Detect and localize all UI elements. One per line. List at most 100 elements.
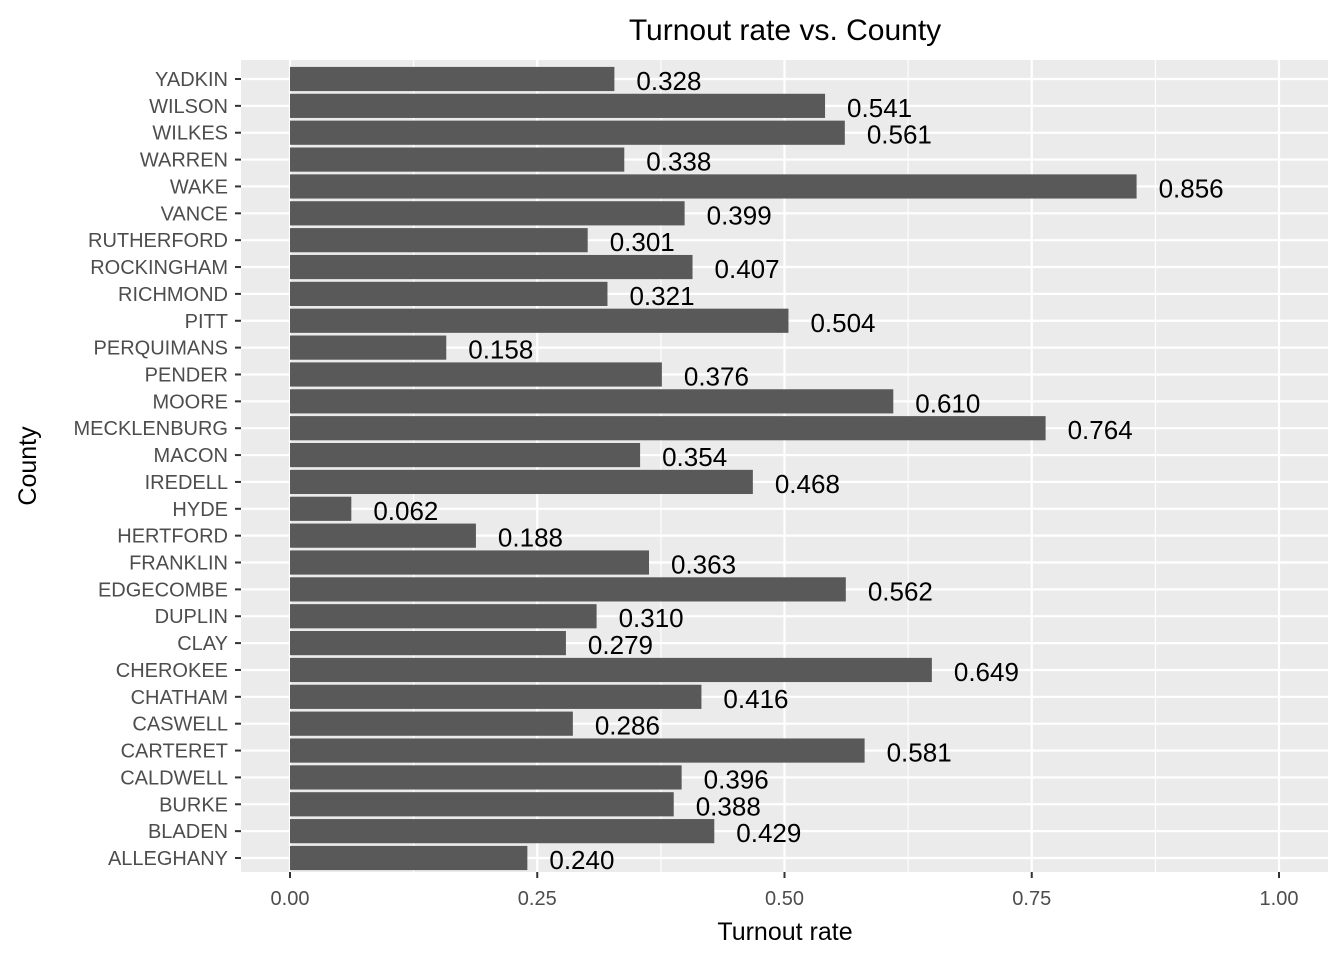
data-label-cherokee: 0.649 xyxy=(954,657,1019,687)
data-label-mecklenburg: 0.764 xyxy=(1068,415,1133,445)
data-label-richmond: 0.321 xyxy=(629,281,694,311)
bar-pender xyxy=(290,362,662,387)
bar-vance xyxy=(290,201,685,226)
bar-macon xyxy=(290,442,641,468)
bar-hertford xyxy=(290,523,476,548)
y-tick-label-yadkin: YADKIN xyxy=(155,69,228,91)
data-label-bladen: 0.429 xyxy=(736,818,801,848)
bar-caswell xyxy=(290,711,573,736)
y-axis-title: County xyxy=(14,426,42,506)
y-tick-label-rutherford: RUTHERFORD xyxy=(88,230,228,252)
bar-carteret xyxy=(290,738,865,763)
data-label-burke: 0.388 xyxy=(696,791,761,821)
bar-clay xyxy=(290,631,566,656)
data-label-warren: 0.338 xyxy=(646,147,711,177)
bar-duplin xyxy=(290,604,597,629)
y-tick-label-caswell: CASWELL xyxy=(132,714,228,736)
data-label-yadkin: 0.328 xyxy=(636,66,701,96)
bar-yadkin xyxy=(290,66,615,92)
bar-chatham xyxy=(290,684,702,709)
y-tick-label-warren: WARREN xyxy=(140,150,228,172)
bar-cherokee xyxy=(290,657,932,683)
y-tick-label-edgecombe: EDGECOMBE xyxy=(98,579,228,601)
data-label-pender: 0.376 xyxy=(684,361,749,391)
y-tick-label-burke: BURKE xyxy=(159,794,228,816)
y-tick-label-carteret: CARTERET xyxy=(121,741,228,763)
x-tick-label: 1.00 xyxy=(1260,888,1299,910)
y-tick-label-cherokee: CHEROKEE xyxy=(116,660,228,682)
data-label-hertford: 0.188 xyxy=(498,523,563,553)
bar-pitt xyxy=(290,308,789,333)
y-tick-label-iredell: IREDELL xyxy=(145,472,228,494)
bar-wilkes xyxy=(290,120,845,145)
y-axis: ALLEGHANY BLADEN BURKE CALDWELL CARTERET CASW… xyxy=(74,69,241,870)
bar-warren xyxy=(290,147,625,172)
y-tick-label-franklin: FRANKLIN xyxy=(129,553,228,575)
x-tick-label: 0.00 xyxy=(271,888,310,910)
bars xyxy=(290,66,1137,871)
data-label-caswell: 0.286 xyxy=(595,711,660,741)
y-tick-label-pitt: PITT xyxy=(185,311,228,333)
y-tick-label-rockingham: ROCKINGHAM xyxy=(90,257,228,279)
major-gridlines xyxy=(241,60,1328,872)
y-tick-label-mecklenburg: MECKLENBURG xyxy=(74,418,228,440)
y-tick-label-pender: PENDER xyxy=(145,364,228,386)
data-label-rockingham: 0.407 xyxy=(715,254,780,284)
data-label-vance: 0.399 xyxy=(707,200,772,230)
bar-wake xyxy=(290,174,1137,199)
data-label-duplin: 0.310 xyxy=(619,603,684,633)
bar-perquimans xyxy=(290,335,447,360)
chart-title: Turnout rate vs. County xyxy=(629,14,941,47)
bar-richmond xyxy=(290,281,608,306)
data-label-wake: 0.856 xyxy=(1159,173,1224,203)
y-tick-label-chatham: CHATHAM xyxy=(131,687,228,709)
x-tick-label: 0.75 xyxy=(1012,888,1051,910)
bar-mecklenburg xyxy=(290,416,1046,441)
data-label-macon: 0.354 xyxy=(662,442,727,472)
data-label-wilkes: 0.561 xyxy=(867,120,932,150)
x-tick-label: 0.50 xyxy=(765,888,804,910)
y-tick-label-duplin: DUPLIN xyxy=(155,606,228,628)
bar-rutherford xyxy=(290,228,588,253)
data-label-carteret: 0.581 xyxy=(887,738,952,768)
x-axis: 0.00 0.25 0.50 0.75 1.00 xyxy=(271,872,1299,910)
data-label-wilson: 0.541 xyxy=(847,93,912,123)
bar-alleghany xyxy=(290,845,528,871)
bar-moore xyxy=(290,389,894,414)
y-tick-label-wake: WAKE xyxy=(170,176,228,198)
data-label-franklin: 0.363 xyxy=(671,550,736,580)
y-tick-label-clay: CLAY xyxy=(177,633,228,655)
data-label-moore: 0.610 xyxy=(915,388,980,418)
bar-edgecombe xyxy=(290,577,846,602)
data-label-caldwell: 0.396 xyxy=(704,764,769,794)
bar-wilson xyxy=(290,93,826,118)
data-label-chatham: 0.416 xyxy=(723,684,788,714)
bar-franklin xyxy=(290,550,650,575)
y-tick-label-richmond: RICHMOND xyxy=(118,284,228,306)
bar-iredell xyxy=(290,469,753,495)
y-tick-label-wilkes: WILKES xyxy=(152,123,228,145)
data-label-hyde: 0.062 xyxy=(373,496,438,526)
y-tick-label-caldwell: CALDWELL xyxy=(120,767,228,789)
data-label-iredell: 0.468 xyxy=(775,469,840,499)
bar-rockingham xyxy=(290,254,693,280)
bar-caldwell xyxy=(290,765,682,790)
y-tick-label-macon: MACON xyxy=(154,445,228,467)
y-tick-label-perquimans: PERQUIMANS xyxy=(94,338,228,360)
x-axis-title: Turnout rate xyxy=(717,918,852,946)
bar-bladen xyxy=(290,819,715,844)
y-tick-label-wilson: WILSON xyxy=(149,96,228,118)
data-label-perquimans: 0.158 xyxy=(468,335,533,365)
y-tick-label-hyde: HYDE xyxy=(172,499,228,521)
x-tick-label: 0.25 xyxy=(518,888,557,910)
y-tick-label-vance: VANCE xyxy=(161,203,228,225)
bar-burke xyxy=(290,792,674,817)
data-label-edgecombe: 0.562 xyxy=(868,576,933,606)
y-tick-label-hertford: HERTFORD xyxy=(117,526,228,548)
data-label-pitt: 0.504 xyxy=(810,308,875,338)
y-tick-label-moore: MOORE xyxy=(152,391,228,413)
data-label-clay: 0.279 xyxy=(588,630,653,660)
y-tick-label-bladen: BLADEN xyxy=(148,821,228,843)
